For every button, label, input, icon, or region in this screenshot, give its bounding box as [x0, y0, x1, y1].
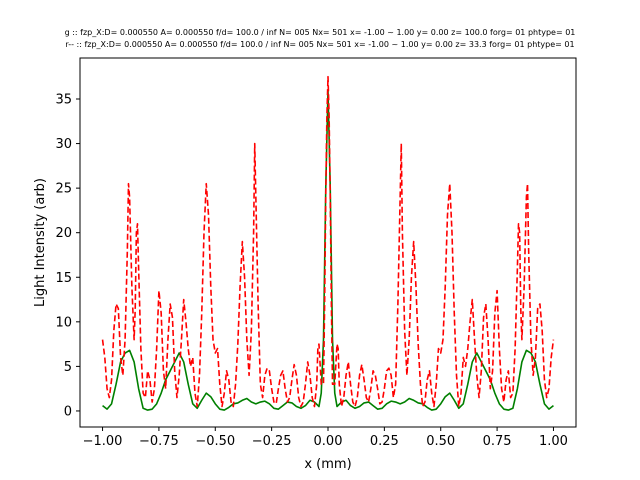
y-axis-ticks: 0 5 10 15 20 25 30 35	[55, 93, 80, 419]
y-tick-label: 30	[55, 137, 72, 152]
series-line-red-dashed	[101, 75, 555, 408]
y-tick-label: 20	[55, 226, 72, 241]
y-tick-label: 10	[55, 315, 72, 330]
series-layer	[101, 75, 555, 411]
y-tick-label: 35	[55, 93, 72, 108]
x-tick-label: 0.50	[426, 434, 455, 449]
x-tick-label: −1.00	[83, 434, 123, 449]
chart-title-line-2: r-- :: fzp_X:D= 0.000550 A= 0.000550 f/d…	[65, 40, 575, 49]
y-tick-label: 0	[64, 404, 72, 419]
x-tick-label: −0.50	[195, 434, 235, 449]
x-tick-label: 0.00	[314, 434, 343, 449]
chart-title-line-1: g :: fzp_X:D= 0.000550 A= 0.000550 f/d= …	[64, 28, 576, 37]
y-axis-label: Light Intensity (arb)	[33, 178, 48, 307]
series-line-green-solid	[102, 89, 554, 411]
y-tick-label: 15	[55, 271, 72, 286]
x-axis-label: x (mm)	[304, 457, 351, 472]
x-tick-label: 1.00	[539, 434, 568, 449]
x-tick-label: 0.25	[370, 434, 399, 449]
x-tick-label: 0.75	[483, 434, 512, 449]
y-tick-label: 5	[64, 360, 72, 375]
x-tick-label: −0.75	[139, 434, 179, 449]
x-tick-label: −0.25	[252, 434, 292, 449]
y-tick-label: 25	[55, 182, 72, 197]
x-axis-ticks: −1.00 −0.75 −0.50 −0.25 0.00 0.25 0.50 0.75 1.00	[83, 427, 568, 449]
